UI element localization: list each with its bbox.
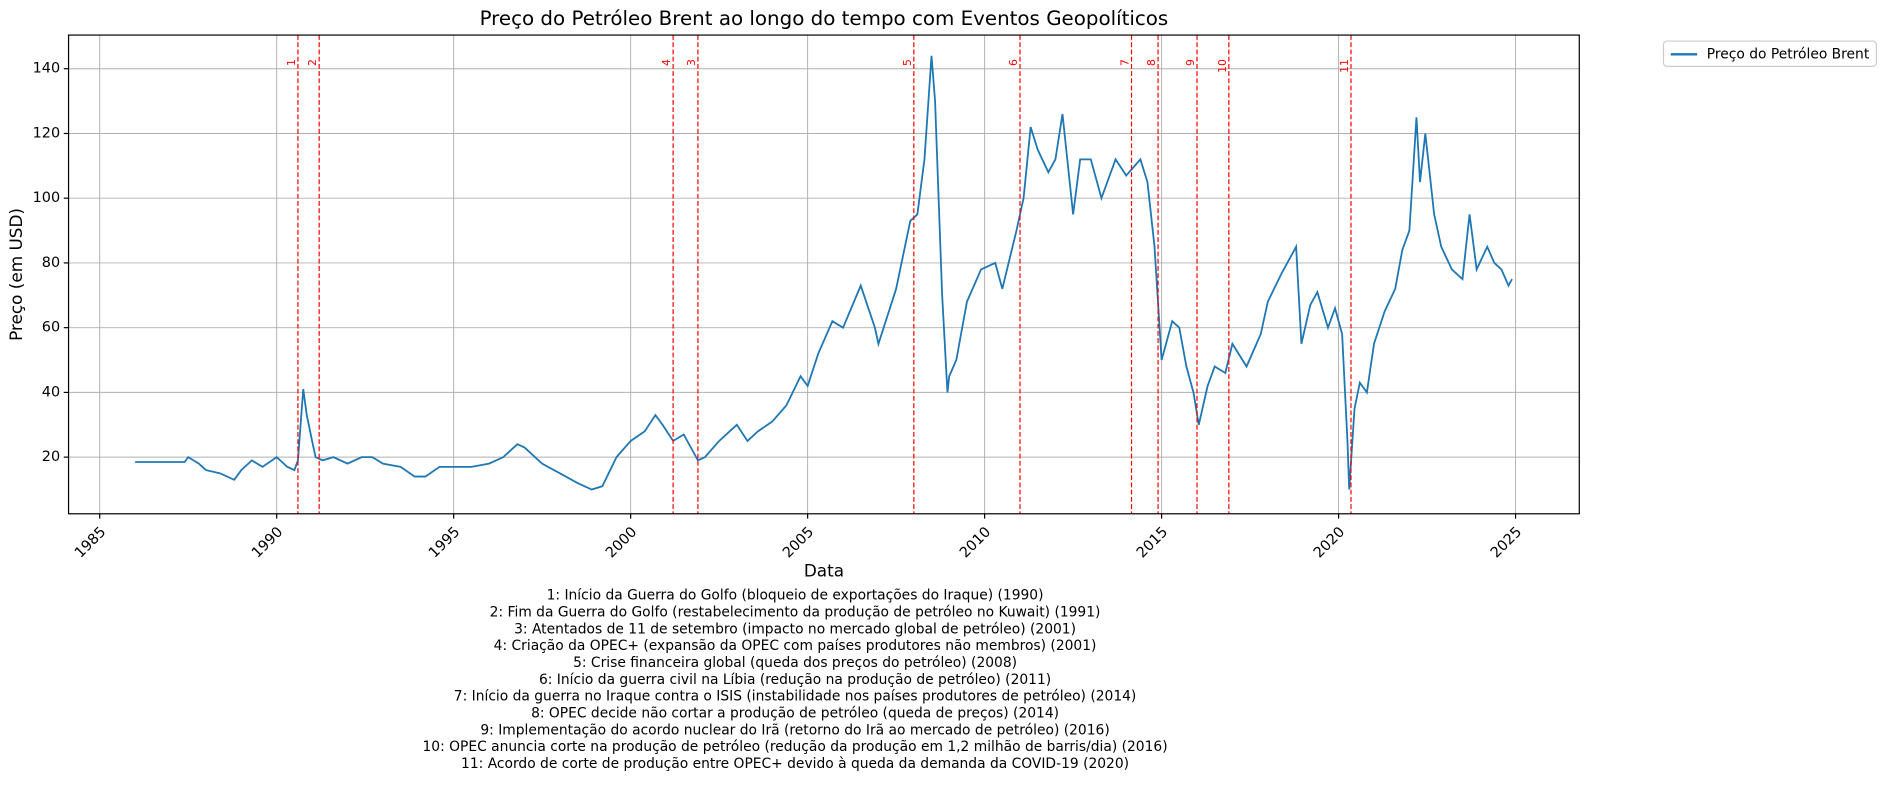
x-tick-label: 2005 [780, 524, 817, 561]
x-tick-label: 2010 [957, 524, 994, 561]
event-label: 11 [1338, 59, 1351, 73]
event-note: 6: Início da guerra civil na Líbia (redu… [539, 672, 1051, 688]
chart-title: Preço do Petróleo Brent ao longo do temp… [480, 7, 1169, 30]
axes-frame [67, 34, 1580, 515]
x-tick-label: 2015 [1134, 524, 1171, 561]
event-label: 1 [285, 59, 298, 66]
event-note: 11: Acordo de corte de produção entre OP… [461, 756, 1129, 772]
y-tick-label: 100 [33, 190, 61, 206]
event-label: 6 [1007, 59, 1020, 66]
y-tick-label: 20 [42, 449, 60, 465]
x-tick-label: 2025 [1488, 524, 1525, 561]
y-tick-label: 140 [33, 61, 61, 77]
x-axis-label: Data [804, 561, 844, 581]
y-tick-label: 80 [42, 255, 60, 271]
event-note: 5: Crise financeira global (queda dos pr… [573, 655, 1017, 671]
event-note: 7: Início da guerra no Iraque contra o I… [454, 689, 1137, 705]
event-note: 3: Atentados de 11 de setembro (impacto … [514, 621, 1076, 637]
event-label: 3 [685, 59, 698, 66]
x-tick-label: 2000 [603, 524, 640, 561]
legend-label: Preço do Petróleo Brent [1707, 46, 1870, 62]
event-label: 9 [1184, 59, 1197, 66]
event-label: 2 [306, 59, 319, 66]
event-note: 8: OPEC decide não cortar a produção de … [531, 705, 1059, 721]
x-tick-label: 1990 [249, 524, 286, 561]
event-note: 10: OPEC anuncia corte na produção de pe… [422, 739, 1167, 755]
x-tick-label: 2020 [1311, 524, 1348, 561]
event-label: 10 [1216, 59, 1229, 73]
event-label: 8 [1145, 59, 1158, 66]
y-axis-label: Preço (em USD) [6, 208, 26, 341]
event-note: 1: Início da Guerra do Golfo (bloqueio d… [547, 588, 1044, 604]
event-label: 5 [901, 59, 914, 66]
y-tick-label: 120 [33, 125, 61, 141]
legend-box [1662, 40, 1877, 67]
x-tick-label: 1995 [426, 524, 463, 561]
y-tick-label: 40 [42, 384, 60, 400]
event-note: 2: Fim da Guerra do Golfo (restabelecime… [490, 604, 1101, 620]
x-tick-label: 1985 [72, 524, 109, 561]
event-label: 7 [1119, 59, 1132, 66]
event-note: 4: Criação da OPEC+ (expansão da OPEC co… [494, 638, 1097, 654]
event-note: 9: Implementação do acordo nuclear do Ir… [480, 722, 1109, 738]
event-label: 4 [660, 59, 673, 66]
price-line [135, 55, 1513, 491]
y-tick-label: 60 [42, 320, 60, 336]
